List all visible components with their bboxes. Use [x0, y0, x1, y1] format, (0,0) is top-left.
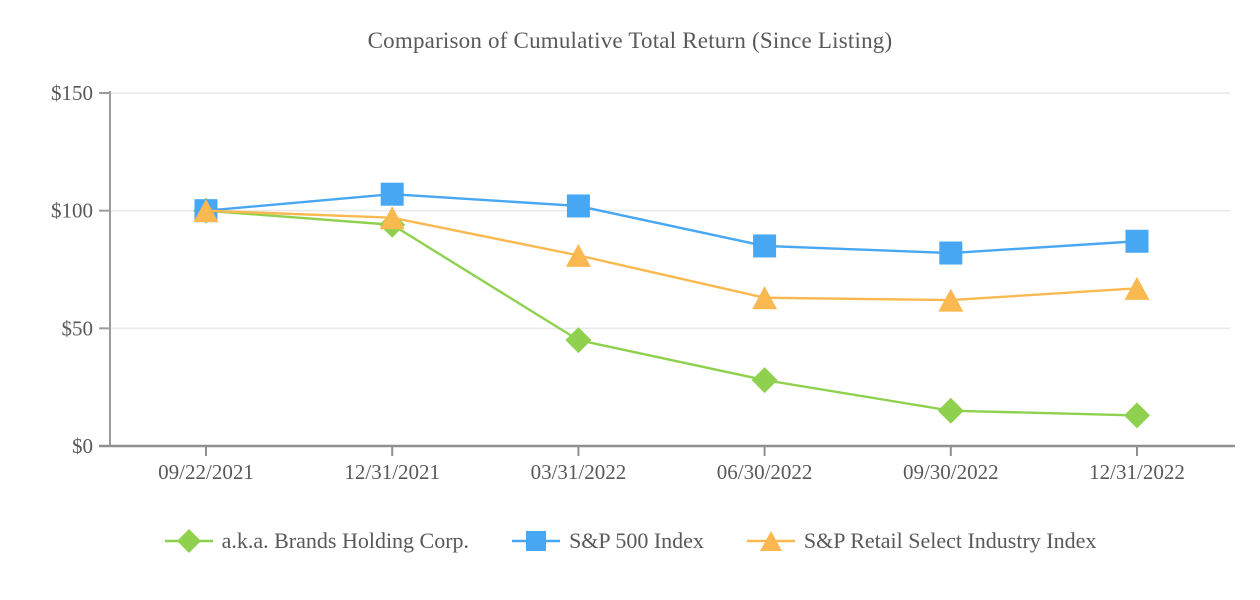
legend-item-s-p-500-index: S&P 500 Index [511, 527, 704, 555]
data-point-diamond-a-k-a-brands-holding-corp-4 [937, 397, 964, 424]
legend-marker-triangle-icon [746, 531, 795, 551]
data-point-square-s-p-500-index-2 [566, 194, 590, 218]
series-line-s-p-retail-select-industry-index [204, 209, 1139, 302]
x-tick-label-09-30-2022: 09/30/2022 [903, 460, 999, 484]
legend-marker-square-icon [512, 531, 561, 551]
legend-marker-diamond-icon [164, 529, 213, 553]
legend-item-s-p-retail-select-industry-index: S&P Retail Select Industry Index [746, 527, 1096, 555]
chart-title: Comparison of Cumulative Total Return (S… [367, 28, 893, 53]
data-point-triangle-s-p-retail-select-industry-index-5 [1124, 276, 1150, 300]
data-point-square-s-p-500-index-3 [753, 234, 777, 258]
legend-item-a-k-a-brands-holding-corp: a.k.a. Brands Holding Corp. [164, 527, 469, 555]
y-tick-label-100: $100 [51, 199, 93, 223]
data-point-triangle-s-p-retail-select-industry-index-2 [565, 243, 591, 267]
x-tick-label-06-30-2022: 06/30/2022 [717, 460, 813, 484]
x-tick-label-12-31-2021: 12/31/2021 [344, 460, 440, 484]
legend-diamond-glyph [176, 529, 201, 553]
legend-label-s-p-500-index: S&P 500 Index [569, 528, 704, 553]
legend-label-a-k-a-brands-holding-corp: a.k.a. Brands Holding Corp. [221, 528, 470, 553]
legend-triangle-glyph [759, 531, 782, 551]
data-point-square-s-p-500-index-5 [1125, 229, 1149, 253]
y-tick-label-0: $0 [72, 434, 93, 458]
x-tick-label-03-31-2022: 03/31/2022 [531, 460, 627, 484]
y-tick-label-50: $50 [62, 316, 94, 340]
x-tick-label-12-31-2022: 12/31/2022 [1089, 460, 1185, 484]
data-point-triangle-s-p-retail-select-industry-index-1 [379, 206, 405, 230]
data-point-diamond-a-k-a-brands-holding-corp-3 [751, 367, 778, 394]
chart-legend: a.k.a. Brands Holding Corp. S&P 500 Index… [0, 527, 1260, 555]
series-line-s-p-500-index [204, 192, 1139, 255]
legend-square-glyph [526, 531, 547, 551]
data-point-diamond-a-k-a-brands-holding-corp-5 [1124, 402, 1150, 429]
data-point-triangle-s-p-retail-select-industry-index-3 [752, 286, 778, 310]
series-line-a-k-a-brands-holding-corp [204, 209, 1139, 417]
data-point-square-s-p-500-index-1 [380, 182, 404, 206]
y-tick-label-150: $150 [51, 81, 93, 105]
data-point-square-s-p-500-index-4 [939, 241, 963, 265]
legend-label-s-p-retail-select-industry-index: S&P Retail Select Industry Index [803, 528, 1097, 553]
data-point-diamond-a-k-a-brands-holding-corp-2 [565, 327, 592, 354]
data-point-triangle-s-p-retail-select-industry-index-4 [938, 288, 964, 312]
x-tick-label-09-22-2021: 09/22/2021 [158, 460, 254, 484]
data-point-triangle-s-p-retail-select-industry-index-0 [193, 199, 219, 223]
